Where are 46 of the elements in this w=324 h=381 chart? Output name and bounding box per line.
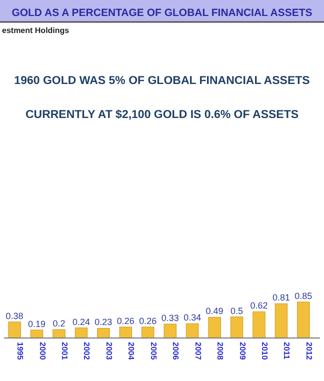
bar [230,316,244,338]
x-tick-label: 2005 [148,342,158,360]
bar [30,330,44,338]
data-label: 0.26 [139,316,157,326]
x-tick-label: 2011 [282,342,292,360]
bar [8,322,21,338]
data-label: 0.62 [250,300,268,311]
bar [186,323,199,338]
data-label: 0.38 [6,310,24,321]
data-label: 0.2 [52,318,66,329]
bar [164,324,176,338]
chart-title: GOLD AS A PERCENTAGE OF GLOBAL FINANCIAL ASSETS [12,7,312,19]
data-label: 0.33 [161,313,179,324]
bar [252,311,266,338]
annotation: 1960 GOLD WAS 5% OF GLOBAL FINANCIAL ASSETS [14,75,310,87]
x-tick-label: 2009 [238,342,247,360]
annotation: CURRENTLY AT $2,100 GOLD IS 0.6% OF ASSETS [25,109,299,121]
bar [274,303,288,338]
x-tick-label: 2008 [216,342,225,360]
x-tick-label: 2007 [193,342,202,360]
x-tick-label: 2003 [104,342,114,360]
x-tick-label: 2012 [304,342,314,360]
data-label: 0.81 [272,292,290,303]
data-label: 0.24 [72,316,90,327]
text: estment Holdings [2,26,70,35]
x-tick-label: 2002 [82,342,92,360]
data-label: 0.23 [94,317,112,328]
data-label: 0.26 [116,316,134,326]
bar [142,326,154,338]
bar [97,328,110,338]
x-tick-label: 2006 [171,342,180,360]
bar [119,326,132,338]
x-tick-label: 1995 [16,342,25,360]
x-tick-label: 2001 [60,342,69,360]
data-label: 0.85 [294,290,312,301]
data-label: 0.19 [28,318,46,329]
x-tick-label: 2000 [38,342,47,360]
bar [74,328,88,338]
bar [52,329,66,338]
x-tick-label: 2004 [126,342,136,360]
bar [297,302,310,338]
x-tick-label: 2010 [260,342,269,360]
data-label: 0.5 [230,306,244,316]
data-label: 0.34 [184,312,202,323]
data-label: 0.49 [206,306,224,316]
bar [208,316,221,338]
